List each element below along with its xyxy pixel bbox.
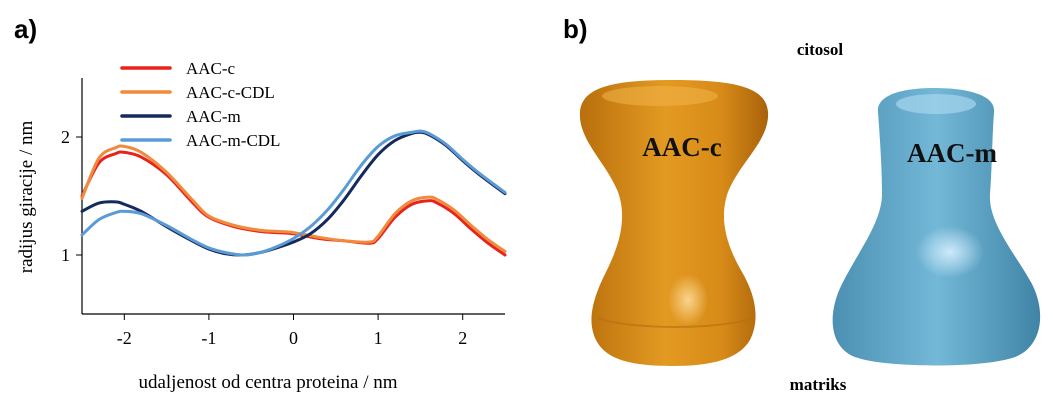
x-tick-label: 2: [458, 328, 467, 348]
legend-label: AAC-c-CDL: [186, 83, 275, 102]
y-axis-label: radijus giracije / nm: [16, 121, 37, 274]
x-tick-label: 0: [289, 328, 298, 348]
aac-c-label: AAC-c: [642, 132, 721, 162]
protein-shape-diagram: citosol AAC-c AAC-m matriks: [579, 40, 1041, 394]
series-line-aac-c-cdl: [80, 144, 507, 253]
aac-c-shape: AAC-c: [579, 80, 769, 366]
radius-of-gyration-chart: -2 -1 0 1 2 1 2 AAC-c AAC-c-CDL AAC-m AAC-m-CDL u…: [16, 59, 507, 393]
matrix-label: matriks: [790, 375, 847, 394]
aac-m-shape: AAC-m: [832, 88, 1041, 366]
legend-label: AAC-m: [186, 107, 241, 126]
series-line-aac-m-cdl: [80, 129, 507, 257]
series-line-aac-m: [80, 130, 507, 257]
panel-a-label: a): [14, 14, 38, 44]
x-tick-label: -2: [117, 328, 132, 348]
chart-series: [80, 129, 507, 257]
chart-legend: AAC-c AAC-c-CDL AAC-m AAC-m-CDL: [120, 59, 280, 150]
legend-label: AAC-c: [186, 59, 236, 78]
cytosol-label: citosol: [797, 40, 844, 59]
y-tick-label: 1: [61, 245, 70, 265]
x-tick-label: 1: [374, 328, 383, 348]
y-tick-label: 2: [61, 127, 70, 147]
aac-m-label: AAC-m: [907, 138, 997, 168]
legend-label: AAC-m-CDL: [186, 131, 280, 150]
x-tick-label: -1: [201, 328, 216, 348]
x-axis-label: udaljenost od centra proteina / nm: [138, 372, 397, 393]
chart-axes: -2 -1 0 1 2 1 2: [61, 78, 505, 348]
panel-b-label: b): [563, 14, 588, 44]
